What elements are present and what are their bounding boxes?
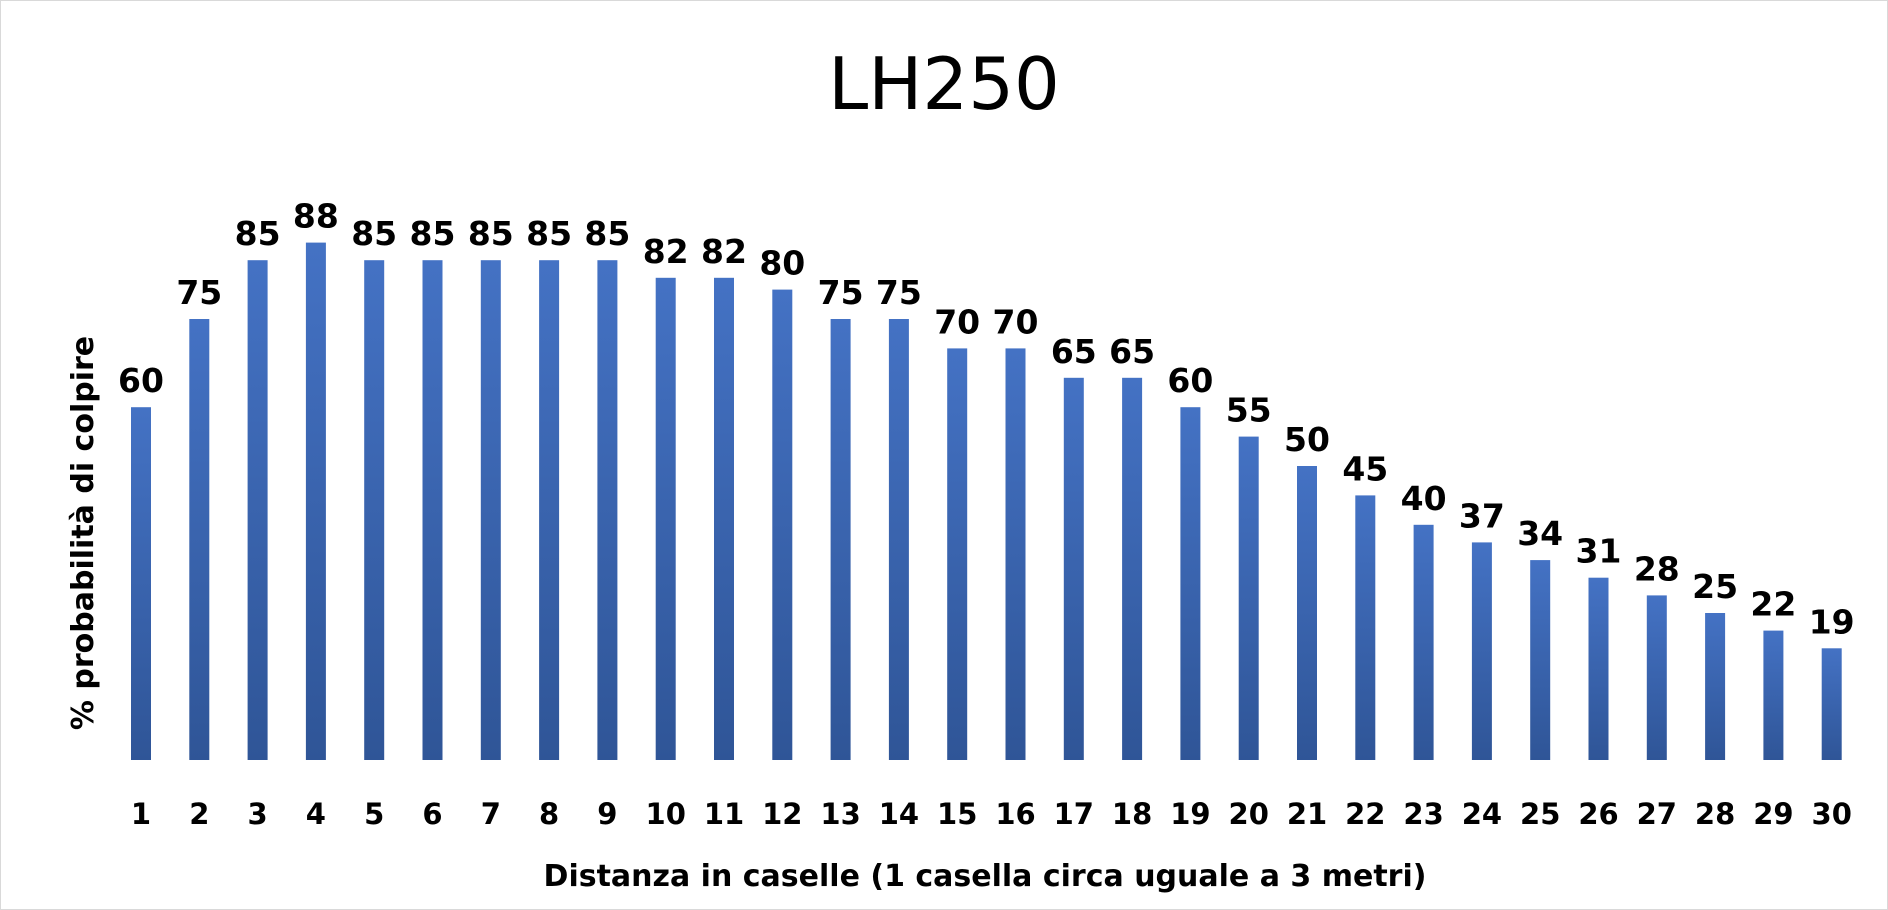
x-tick-19: 19	[1170, 797, 1210, 831]
x-tick-15: 15	[937, 797, 977, 831]
data-label-28: 25	[1692, 567, 1738, 606]
bar-2	[189, 319, 210, 760]
data-label-16: 70	[993, 302, 1039, 341]
x-tick-7: 7	[481, 797, 501, 831]
x-tick-13: 13	[820, 797, 860, 831]
bar-18	[1122, 377, 1143, 760]
bar-16	[1005, 348, 1026, 760]
x-tick-8: 8	[539, 797, 559, 831]
x-tick-11: 11	[704, 797, 744, 831]
x-tick-17: 17	[1054, 797, 1094, 831]
y-axis-label: % probabilità di colpire	[66, 336, 101, 730]
bar-10	[655, 277, 676, 760]
x-tick-26: 26	[1578, 797, 1618, 831]
data-label-20: 55	[1226, 391, 1272, 430]
x-tick-5: 5	[364, 797, 384, 831]
data-label-7: 85	[468, 214, 514, 253]
bar-3	[247, 260, 268, 760]
bar-17	[1063, 377, 1084, 760]
data-label-30: 19	[1809, 602, 1855, 641]
data-label-17: 65	[1051, 332, 1097, 371]
x-tick-20: 20	[1229, 797, 1269, 831]
data-label-1: 60	[118, 361, 164, 400]
x-tick-24: 24	[1462, 797, 1502, 831]
x-tick-25: 25	[1520, 797, 1560, 831]
data-label-25: 34	[1517, 514, 1563, 553]
bar-21	[1297, 466, 1317, 760]
data-label-18: 65	[1109, 332, 1155, 371]
bar-20	[1238, 436, 1259, 760]
bar-1	[131, 407, 151, 760]
data-label-24: 37	[1459, 496, 1505, 535]
x-tick-10: 10	[646, 797, 686, 831]
chart-title: LH250	[828, 42, 1060, 126]
x-tick-2: 2	[189, 797, 209, 831]
x-tick-27: 27	[1637, 797, 1677, 831]
x-tick-12: 12	[762, 797, 802, 831]
bar-28	[1705, 613, 1726, 760]
bar-5	[364, 260, 385, 760]
data-label-9: 85	[584, 214, 630, 253]
bar-14	[888, 319, 909, 760]
bar-19	[1180, 407, 1201, 760]
bar-15	[947, 348, 968, 760]
bar-27	[1646, 595, 1667, 760]
data-label-3: 85	[235, 214, 281, 253]
data-label-26: 31	[1576, 532, 1622, 571]
x-axis-ticks: 1 2 3 4 5 6 7 8 9 10 11 12 13 14 15 16 17 18 19 20 21 22 23 24 2…	[131, 797, 1852, 831]
data-label-13: 75	[818, 273, 864, 312]
data-label-6: 85	[410, 214, 456, 253]
bar-22	[1355, 495, 1376, 760]
data-label-5: 85	[351, 214, 397, 253]
x-tick-3: 3	[248, 797, 268, 831]
bar-12	[772, 289, 793, 760]
x-tick-1: 1	[131, 797, 151, 831]
data-label-8: 85	[526, 214, 572, 253]
x-tick-18: 18	[1112, 797, 1152, 831]
bar-4	[305, 242, 326, 761]
x-tick-9: 9	[597, 797, 617, 831]
bar-6	[422, 260, 443, 760]
bar-11	[714, 277, 734, 760]
bar-13	[830, 319, 851, 760]
bar-26	[1588, 577, 1609, 760]
bar-9	[597, 260, 618, 760]
x-tick-21: 21	[1287, 797, 1327, 831]
data-label-23: 40	[1401, 479, 1447, 518]
x-tick-30: 30	[1812, 797, 1852, 831]
x-tick-16: 16	[995, 797, 1035, 831]
data-label-11: 82	[701, 232, 747, 271]
data-label-15: 70	[934, 302, 980, 341]
data-label-12: 80	[759, 244, 805, 283]
bar-25	[1530, 560, 1551, 760]
bar-series	[131, 242, 1842, 761]
x-axis-label: Distanza in caselle (1 casella circa ugu…	[544, 859, 1427, 894]
bar-7	[480, 260, 501, 760]
x-tick-23: 23	[1403, 797, 1443, 831]
data-labels: 60 75 85 88 85 85 85 85 85 82 82 80 75 75 70 70 65 65 60 55…	[118, 197, 1855, 642]
bar-23	[1413, 524, 1434, 760]
x-tick-14: 14	[879, 797, 919, 831]
x-tick-22: 22	[1345, 797, 1385, 831]
x-tick-4: 4	[306, 797, 326, 831]
bar-29	[1763, 630, 1784, 760]
data-label-4: 88	[293, 197, 339, 236]
x-tick-6: 6	[422, 797, 442, 831]
data-label-14: 75	[876, 273, 922, 312]
data-label-21: 50	[1284, 420, 1330, 459]
data-label-27: 28	[1634, 549, 1680, 588]
bar-30	[1821, 648, 1842, 760]
data-label-2: 75	[176, 273, 222, 312]
data-label-22: 45	[1342, 449, 1388, 488]
data-label-10: 82	[643, 232, 689, 271]
x-tick-29: 29	[1753, 797, 1793, 831]
x-tick-28: 28	[1695, 797, 1735, 831]
bar-8	[539, 260, 560, 760]
data-label-19: 60	[1167, 361, 1213, 400]
data-label-29: 22	[1750, 585, 1796, 624]
bar-24	[1471, 542, 1492, 760]
